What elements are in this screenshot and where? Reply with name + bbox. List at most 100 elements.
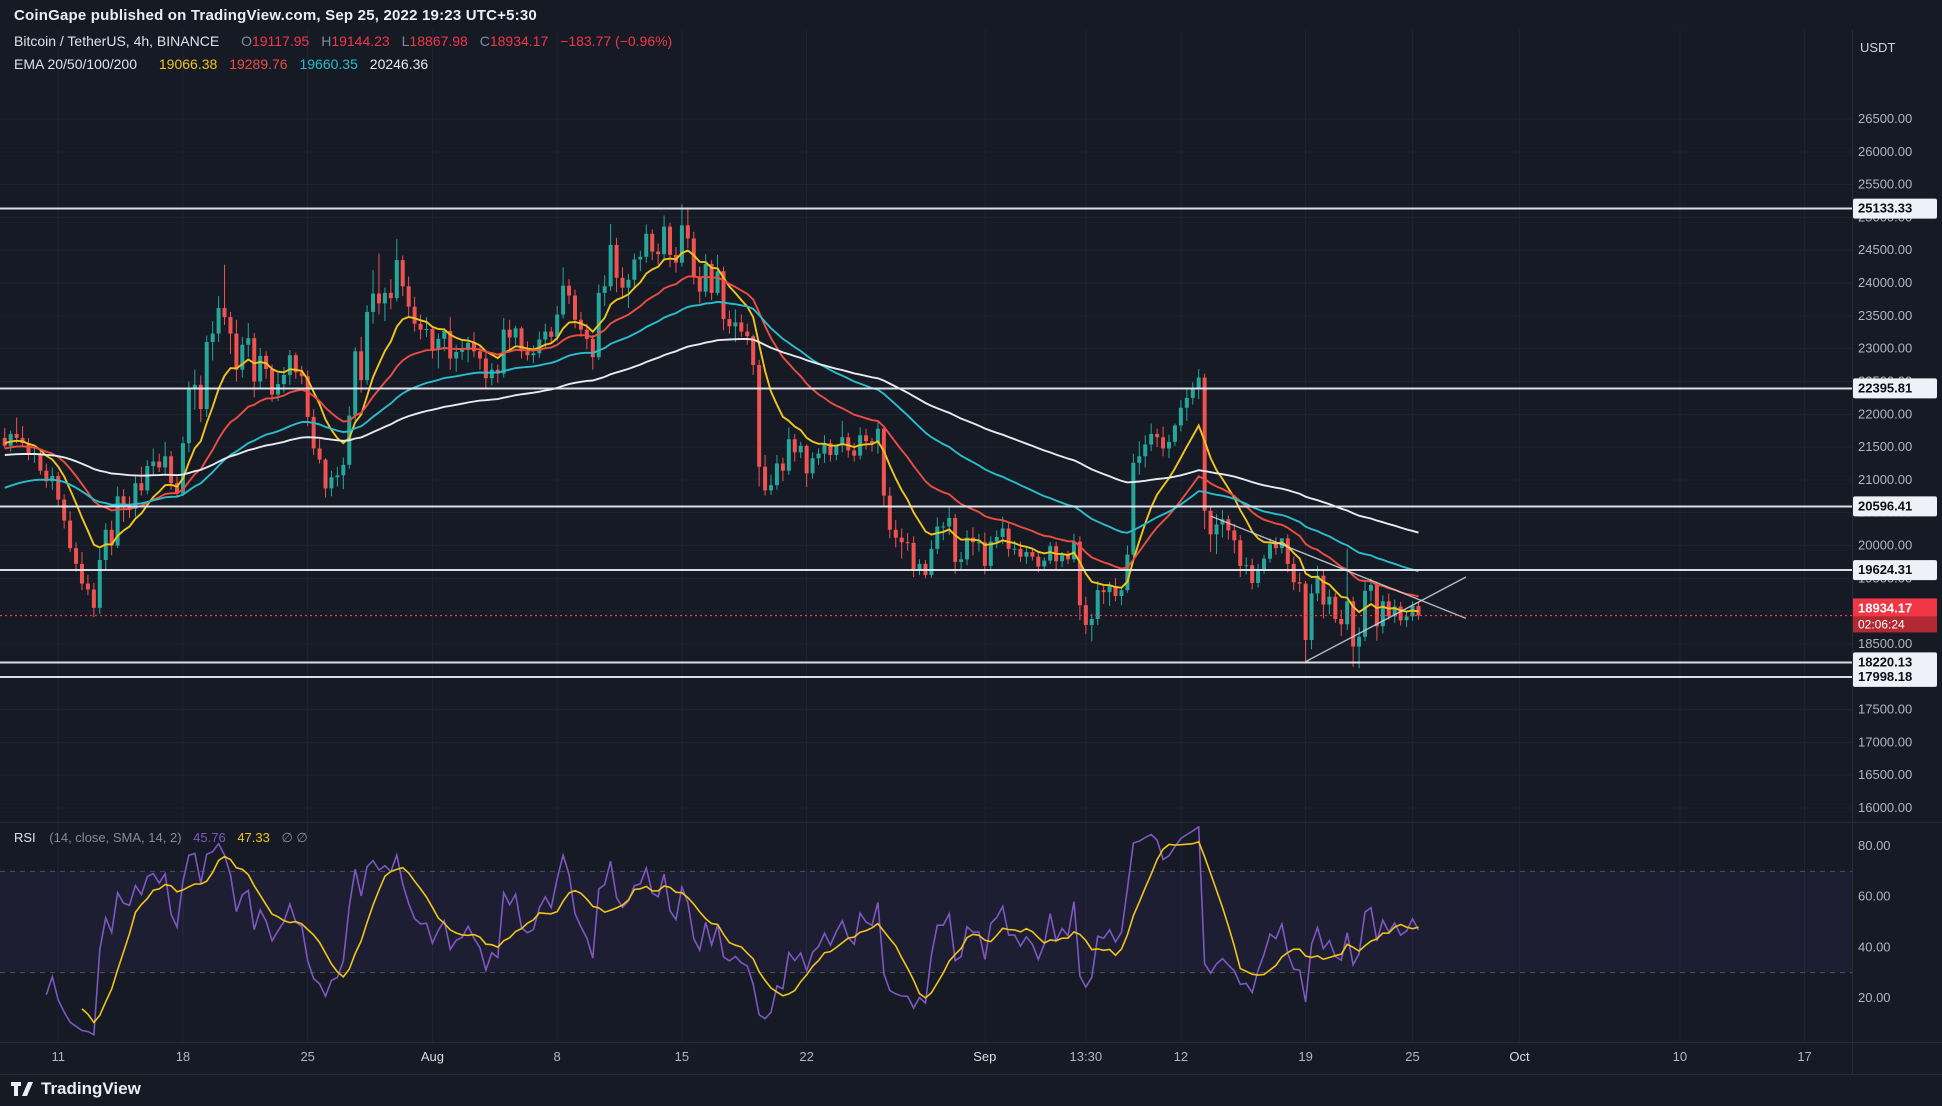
- level-tag: [1853, 378, 1937, 399]
- svg-text:17000.00: 17000.00: [1858, 734, 1912, 749]
- svg-text:25500.00: 25500.00: [1858, 177, 1912, 192]
- svg-text:20596.41: 20596.41: [1858, 498, 1912, 513]
- svg-text:22000.00: 22000.00: [1858, 406, 1912, 421]
- grid-layer: [0, 30, 1852, 1042]
- ema-legend[interactable]: EMA 20/50/100/200 19066.38 19289.76 1966…: [14, 56, 428, 72]
- publish-text: CoinGape published on TradingView.com, S…: [14, 7, 537, 24]
- rsi-legend-title: RSI: [14, 830, 36, 845]
- level-tag: [1853, 496, 1937, 517]
- high-label: H: [321, 33, 332, 49]
- svg-text:17998.18: 17998.18: [1858, 669, 1912, 684]
- svg-text:16000.00: 16000.00: [1858, 800, 1912, 815]
- svg-text:22395.81: 22395.81: [1858, 380, 1912, 395]
- rsi-axis[interactable]: 80.00 60.00 40.00 20.00: [1858, 838, 1891, 1005]
- rsi-line: [45, 826, 1420, 1036]
- trendlines-layer[interactable]: [1210, 515, 1467, 663]
- rsi-ma-value: 47.33: [237, 830, 270, 845]
- close-label: C: [479, 33, 490, 49]
- publish-banner: CoinGape published on TradingView.com, S…: [14, 7, 537, 24]
- svg-text:17: 17: [1797, 1049, 1811, 1064]
- ema-200-line: [4, 338, 1419, 534]
- axis-currency-label: USDT: [1860, 40, 1896, 55]
- svg-text:18934.17: 18934.17: [1858, 600, 1912, 615]
- rsi-value: 45.76: [193, 830, 226, 845]
- level-tag: [1853, 198, 1937, 219]
- svg-text:40.00: 40.00: [1858, 939, 1891, 954]
- symbol-title: Bitcoin / TetherUS, 4h, BINANCE: [14, 33, 220, 49]
- candles-layer: [2, 204, 1421, 669]
- svg-text:15: 15: [675, 1049, 689, 1064]
- ema-50-line: [4, 275, 1419, 598]
- level-tag: [1853, 560, 1937, 581]
- svg-text:19: 19: [1298, 1049, 1312, 1064]
- svg-text:21500.00: 21500.00: [1858, 439, 1912, 454]
- ema-100-line: [4, 300, 1419, 573]
- svg-text:23000.00: 23000.00: [1858, 341, 1912, 356]
- svg-text:19624.31: 19624.31: [1858, 562, 1912, 577]
- svg-text:18220.13: 18220.13: [1858, 654, 1912, 669]
- svg-text:11: 11: [51, 1049, 65, 1064]
- svg-text:21000.00: 21000.00: [1858, 472, 1912, 487]
- low-label: L: [401, 33, 410, 49]
- pane-separators: [0, 30, 1942, 1075]
- svg-text:Aug: Aug: [421, 1049, 444, 1064]
- svg-text:24500.00: 24500.00: [1858, 242, 1912, 257]
- tradingview-wordmark: TradingView: [41, 1079, 141, 1098]
- ema-lines: [4, 249, 1419, 614]
- svg-text:Sep: Sep: [973, 1049, 996, 1064]
- rsi-pane[interactable]: [0, 826, 1852, 1036]
- level-tag: [1853, 666, 1937, 687]
- svg-text:02:06:24: 02:06:24: [1858, 617, 1905, 631]
- svg-text:20000.00: 20000.00: [1858, 538, 1912, 553]
- tradingview-logo[interactable]: TradingView: [10, 1078, 141, 1100]
- price-pane[interactable]: [0, 204, 1852, 678]
- rsi-empty-values: ∅ ∅: [281, 830, 308, 845]
- svg-text:26500.00: 26500.00: [1858, 111, 1912, 126]
- svg-text:10: 10: [1673, 1049, 1687, 1064]
- svg-text:25133.33: 25133.33: [1858, 201, 1912, 216]
- price-tags: 25133.33 22395.81 20596.41 19624.31 18220.13…: [1853, 198, 1937, 687]
- tradingview-mark-icon: [11, 1082, 33, 1096]
- countdown-tag: [1853, 616, 1937, 633]
- svg-text:16500.00: 16500.00: [1858, 767, 1912, 782]
- svg-text:80.00: 80.00: [1858, 838, 1891, 853]
- time-axis[interactable]: 11 18 25 Aug 8 15 22 Sep 13:30 12 19 25 Oct 10 17: [51, 1049, 1811, 1064]
- open-value: 19117.95: [251, 33, 310, 49]
- ema-20-line: [4, 249, 1419, 614]
- svg-text:18500.00: 18500.00: [1858, 636, 1912, 651]
- rsi-band: [0, 871, 1852, 973]
- rsi-legend[interactable]: RSI (14, close, SMA, 14, 2) 45.76 47.33 …: [14, 830, 308, 846]
- svg-text:Oct: Oct: [1509, 1049, 1530, 1064]
- ema50-value: 19289.76: [229, 56, 288, 72]
- svg-text:23500.00: 23500.00: [1858, 308, 1912, 323]
- close-value: 18934.17: [489, 33, 549, 49]
- levels-layer[interactable]: [0, 207, 1852, 678]
- svg-text:13:30: 13:30: [1070, 1049, 1103, 1064]
- rsi-sma-line: [81, 840, 1419, 1024]
- svg-text:25: 25: [1405, 1049, 1419, 1064]
- svg-text:20.00: 20.00: [1858, 990, 1891, 1005]
- high-value: 19144.23: [331, 33, 390, 49]
- svg-text:8: 8: [554, 1049, 561, 1064]
- svg-text:12: 12: [1174, 1049, 1188, 1064]
- svg-text:25: 25: [300, 1049, 314, 1064]
- ema-legend-title: EMA 20/50/100/200: [14, 56, 137, 72]
- svg-text:24000.00: 24000.00: [1858, 275, 1912, 290]
- trendline-1: [1210, 515, 1467, 620]
- rsi-legend-params: (14, close, SMA, 14, 2): [49, 830, 182, 845]
- trendline-2: [1305, 576, 1467, 663]
- svg-text:17500.00: 17500.00: [1858, 702, 1912, 717]
- symbol-legend[interactable]: Bitcoin / TetherUS, 4h, BINANCE O19117.9…: [14, 33, 672, 49]
- svg-text:22: 22: [799, 1049, 813, 1064]
- ema100-value: 19660.35: [299, 56, 358, 72]
- svg-text:60.00: 60.00: [1858, 889, 1891, 904]
- ema200-value: 20246.36: [369, 56, 429, 72]
- last-price-tag: [1853, 598, 1937, 617]
- open-label: O: [241, 33, 252, 49]
- svg-text:18: 18: [176, 1049, 190, 1064]
- low-value: 18867.98: [409, 33, 468, 49]
- ema20-value: 19066.38: [158, 56, 218, 72]
- svg-text:26000.00: 26000.00: [1858, 144, 1912, 159]
